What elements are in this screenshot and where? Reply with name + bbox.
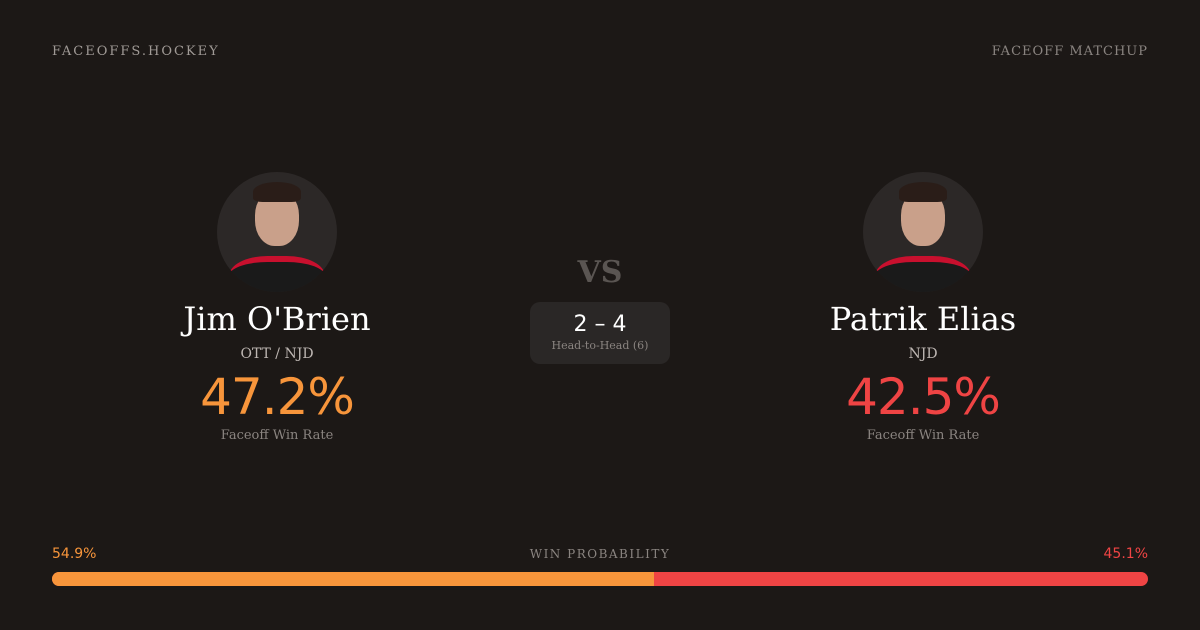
player-avatar: [217, 172, 337, 292]
head-to-head-label: Head-to-Head (6): [551, 339, 649, 352]
player-avatar: [863, 172, 983, 292]
player-team: OTT / NJD: [240, 346, 314, 362]
win-probability-left: 54.9%: [52, 546, 97, 562]
player-name: Patrik Elias: [829, 300, 1017, 338]
win-probability-label: WIN PROBABILITY: [529, 547, 671, 561]
player-win-rate: 47.2%: [200, 368, 355, 426]
head-to-head-box: 2 – 4 Head-to-Head (6): [530, 302, 670, 364]
win-probability-bar: [52, 572, 1148, 586]
player-win-rate: 42.5%: [846, 368, 1001, 426]
vs-label: VS: [577, 255, 623, 290]
page-type-label: FACEOFF MATCHUP: [991, 44, 1148, 59]
win-probability-right: 45.1%: [1103, 546, 1148, 562]
player-card-left: Jim O'Brien OTT / NJD 47.2% Faceoff Win …: [127, 172, 427, 443]
player-name: Jim O'Brien: [183, 300, 371, 338]
win-rate-label: Faceoff Win Rate: [220, 428, 334, 443]
brand-logo-text: FACEOFFS.HOCKEY: [52, 44, 220, 59]
win-probability-bar-left-fill: [52, 572, 654, 586]
player-card-right: Patrik Elias NJD 42.5% Faceoff Win Rate: [773, 172, 1073, 443]
head-to-head-score: 2 – 4: [573, 312, 627, 337]
player-team: NJD: [908, 346, 938, 362]
win-rate-label: Faceoff Win Rate: [866, 428, 980, 443]
